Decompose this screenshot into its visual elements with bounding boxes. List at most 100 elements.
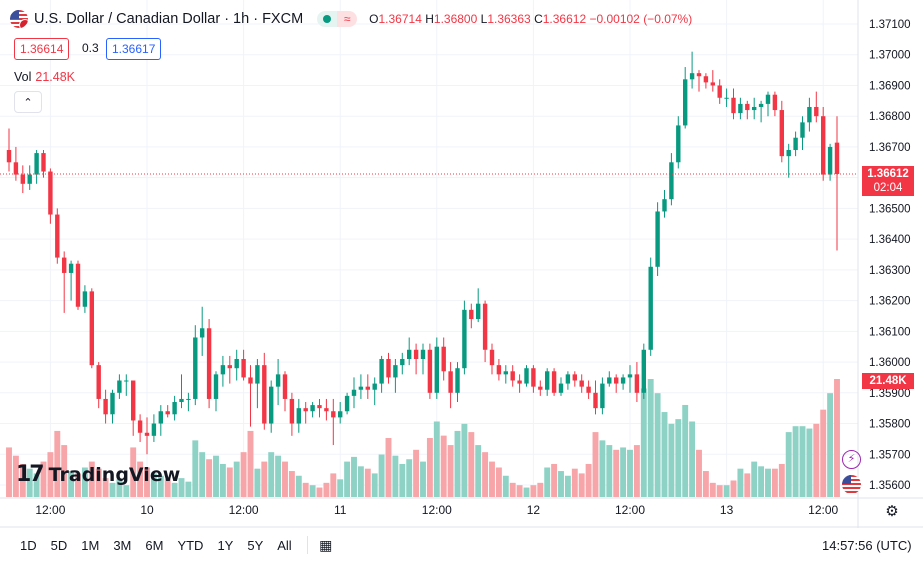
price-chart[interactable]: 1.37100 1.37000 1.36900 1.36800 1.36700 1.365…: [0, 0, 923, 528]
candle: [765, 91, 771, 117]
candle: [738, 97, 743, 120]
candle: [586, 380, 591, 399]
candle: [289, 392, 295, 436]
candle-body: [752, 106, 757, 111]
gear-icon[interactable]: ⚙: [885, 503, 899, 520]
price-tick-label: 1.36700: [869, 142, 911, 154]
candle-body: [510, 371, 515, 381]
candle-body: [179, 398, 184, 403]
volume-bar: [185, 481, 192, 497]
candle: [296, 398, 301, 433]
volume-bar: [116, 479, 123, 497]
tradingview-logo[interactable]: 17 TradingView: [16, 462, 180, 487]
candle-body: [600, 383, 605, 409]
volume-bar: [95, 468, 102, 497]
candle-body: [48, 171, 53, 215]
candle-body: [448, 371, 453, 393]
market-status-pill[interactable]: ≈: [317, 11, 358, 27]
candle-body: [365, 386, 370, 390]
range-all-button[interactable]: All: [277, 537, 292, 553]
range-1y-button[interactable]: 1Y: [217, 537, 234, 553]
sell-price-button[interactable]: 1.36614: [14, 38, 70, 60]
symbol-header: U.S. Dollar / Canadian Dollar · 1h · FXC…: [10, 10, 692, 28]
candle: [262, 352, 267, 430]
range-ytd-button[interactable]: YTD: [177, 537, 204, 553]
candle-body: [434, 346, 439, 393]
price-tick-label: 1.36200: [869, 296, 911, 308]
candle-body: [620, 377, 626, 384]
volume-bar: [592, 432, 599, 497]
candle-body: [420, 349, 426, 359]
volume-bar: [199, 452, 206, 497]
range-5y-button[interactable]: 5Y: [247, 537, 264, 553]
volume-bar: [551, 463, 558, 497]
volume-bar: [668, 423, 675, 497]
candle-body: [689, 73, 695, 80]
volume-bar: [447, 445, 454, 497]
candle: [558, 377, 564, 396]
candle: [331, 398, 336, 446]
range-6m-button[interactable]: 6M: [145, 537, 164, 553]
utc-clock[interactable]: 14:57:56 (UTC): [822, 538, 912, 553]
price-axis-ticks: 1.37100 1.37000 1.36900 1.36800 1.36700 1.365…: [869, 19, 911, 492]
volume-bar: [420, 461, 426, 497]
volume-bar: [620, 447, 627, 497]
volume-bar: [723, 485, 730, 497]
toolbar-divider: [306, 536, 308, 554]
candle-body: [572, 374, 577, 381]
volume-bar: [440, 435, 447, 497]
volume-bar: [233, 461, 240, 497]
calendar-range-icon[interactable]: ▦: [319, 536, 333, 553]
volume-bar: [654, 393, 661, 497]
candle: [393, 358, 398, 393]
volume-bar: [178, 478, 185, 497]
range-5d-button[interactable]: 5D: [50, 537, 68, 553]
candle: [372, 377, 377, 406]
us-event-flag-icon[interactable]: [842, 475, 861, 494]
candle: [365, 374, 370, 399]
range-1d-button[interactable]: 1D: [20, 537, 37, 553]
volume-bar: [247, 430, 254, 497]
candle-body: [738, 103, 743, 114]
candle-body: [324, 408, 329, 412]
volume-bar: [240, 452, 247, 497]
volume-bar: [137, 461, 144, 497]
symbol-title[interactable]: U.S. Dollar / Canadian Dollar · 1h · FXC…: [34, 11, 304, 27]
candle: [745, 100, 750, 120]
candle-body: [724, 97, 729, 99]
candle: [572, 371, 577, 387]
candle: [496, 358, 502, 381]
volume-bar: [675, 419, 682, 497]
candle-body: [241, 358, 246, 378]
candle: [400, 352, 405, 375]
range-3m-button[interactable]: 3M: [113, 537, 132, 553]
candle: [517, 374, 522, 393]
candle: [689, 51, 695, 89]
price-tick-label: 1.36100: [869, 326, 911, 338]
volume-bar: [371, 473, 378, 497]
candle-body: [220, 365, 226, 375]
volume-bar: [564, 475, 571, 497]
candle-body: [814, 106, 819, 117]
candle-body: [593, 392, 598, 409]
volume-bar: [364, 468, 371, 497]
candle-body: [482, 303, 488, 350]
candle-body: [358, 386, 364, 390]
candle-body: [641, 349, 646, 393]
range-1m-button[interactable]: 1M: [81, 537, 100, 553]
chevron-up-icon[interactable]: ⌃: [14, 91, 42, 113]
price-tick-label: 1.36400: [869, 234, 911, 246]
candle-body: [669, 162, 674, 200]
volume-bar: [150, 473, 157, 497]
current-price-label: 1.36612 02:04: [862, 166, 914, 196]
ohlc-readout: O1.36714 H1.36800 L1.36363 C1.36612 −0.0…: [369, 12, 693, 26]
candle-body: [379, 358, 384, 384]
volume-bar: [213, 455, 219, 497]
lightning-event-icon[interactable]: ⚡: [842, 450, 861, 469]
volume-bar: [730, 480, 737, 497]
buy-price-button[interactable]: 1.36617: [106, 38, 162, 60]
volume-bar: [771, 468, 778, 497]
volume-bar: [192, 440, 199, 497]
candle: [103, 389, 108, 424]
candle: [172, 395, 177, 421]
